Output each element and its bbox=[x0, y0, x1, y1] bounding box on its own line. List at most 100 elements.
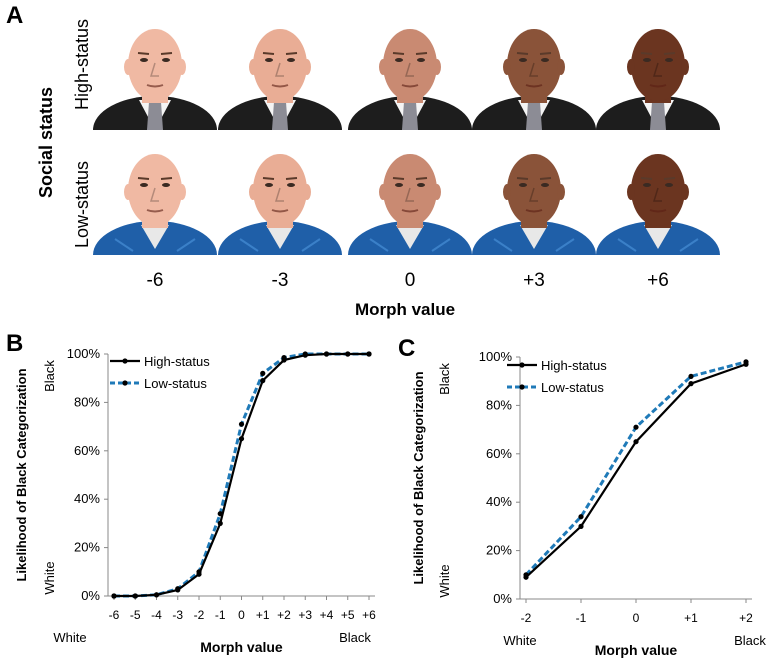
eye bbox=[541, 183, 549, 187]
high-status-data-point bbox=[260, 378, 266, 384]
nose bbox=[528, 187, 538, 202]
eye bbox=[140, 58, 148, 62]
brow bbox=[640, 52, 653, 55]
panel-a-morph-title: Morph value bbox=[354, 300, 456, 319]
ear bbox=[249, 59, 257, 75]
brow bbox=[392, 52, 405, 55]
ear bbox=[557, 59, 565, 75]
y-tick-label: 40% bbox=[486, 494, 512, 509]
ear bbox=[433, 59, 441, 75]
low-status-data-point bbox=[238, 421, 245, 427]
x-tick-label: -1 bbox=[215, 608, 226, 622]
face-stimuli-grid bbox=[93, 29, 720, 255]
ear bbox=[627, 59, 635, 75]
brow bbox=[415, 52, 428, 55]
x-tick-label: -2 bbox=[194, 608, 205, 622]
x-tick-label: +6 bbox=[362, 608, 376, 622]
x-tick-label: -5 bbox=[130, 608, 141, 622]
head bbox=[128, 154, 182, 226]
ear bbox=[681, 59, 689, 75]
y-tick-label: 20% bbox=[486, 543, 512, 558]
high-status-face bbox=[348, 29, 472, 130]
nose bbox=[404, 62, 414, 77]
x-tick-label: -4 bbox=[151, 608, 162, 622]
brow bbox=[285, 52, 298, 55]
y-axis-title: Likelihood of Black Categorization bbox=[14, 368, 29, 581]
eye bbox=[665, 183, 673, 187]
nose bbox=[274, 187, 284, 202]
y-tick-label: 100% bbox=[479, 349, 513, 364]
high-status-data-point bbox=[323, 351, 330, 357]
low-status-data-point bbox=[260, 370, 266, 376]
brow bbox=[137, 52, 150, 55]
brow bbox=[663, 177, 676, 180]
y-end-label-black: Black bbox=[437, 363, 452, 395]
high-status-data-point bbox=[238, 436, 245, 442]
x-axis-title: Morph value bbox=[200, 639, 283, 655]
y-tick-label: 40% bbox=[74, 491, 100, 506]
mouth bbox=[271, 84, 289, 88]
brow bbox=[262, 52, 275, 55]
shirt-fold bbox=[493, 238, 513, 252]
high-status-face bbox=[596, 29, 720, 130]
shirt-fold bbox=[555, 238, 575, 252]
x-tick-label: 0 bbox=[633, 611, 640, 625]
legend-low-status-marker bbox=[519, 384, 525, 390]
brow bbox=[539, 177, 552, 180]
high-status-data-point bbox=[196, 571, 202, 577]
low-status-data-point bbox=[633, 424, 639, 430]
eye bbox=[162, 58, 170, 62]
head bbox=[631, 154, 685, 226]
low-status-data-point bbox=[688, 373, 694, 379]
eye bbox=[417, 58, 425, 62]
high-status-data-point bbox=[633, 439, 639, 445]
x-tick-label: +2 bbox=[739, 611, 753, 625]
x-end-label-black: Black bbox=[734, 633, 766, 648]
nose bbox=[652, 187, 662, 202]
eye bbox=[395, 58, 403, 62]
y-tick-label: 60% bbox=[486, 446, 512, 461]
eye bbox=[162, 183, 170, 187]
tie bbox=[526, 102, 542, 130]
brow bbox=[285, 177, 298, 180]
high-status-face bbox=[218, 29, 342, 130]
mouth bbox=[649, 209, 667, 213]
ear bbox=[303, 184, 311, 200]
x-tick-label: 0 bbox=[238, 608, 245, 622]
eye bbox=[519, 183, 527, 187]
ear bbox=[178, 59, 186, 75]
panel-b-letter: B bbox=[6, 330, 24, 357]
low-status-face bbox=[348, 154, 472, 255]
ear bbox=[627, 184, 635, 200]
tie bbox=[402, 102, 418, 130]
nose bbox=[404, 187, 414, 202]
high-status-face bbox=[93, 29, 217, 130]
y-tick-label: 80% bbox=[74, 394, 100, 409]
shirt-fold bbox=[679, 238, 699, 252]
legend-high-status-label: High-status bbox=[144, 354, 210, 369]
x-tick-label: +1 bbox=[684, 611, 698, 625]
head bbox=[253, 29, 307, 101]
low-status-face bbox=[93, 154, 217, 255]
high-status-data-point bbox=[345, 351, 351, 357]
eye bbox=[140, 183, 148, 187]
y-end-label-black: Black bbox=[42, 360, 57, 392]
eye bbox=[395, 183, 403, 187]
morph-tick-label: -6 bbox=[146, 270, 164, 291]
high-status-data-point bbox=[578, 523, 584, 529]
shirt-fold bbox=[114, 238, 134, 252]
mouth bbox=[525, 209, 543, 213]
head bbox=[507, 29, 561, 101]
nose bbox=[528, 62, 538, 77]
ear bbox=[433, 184, 441, 200]
mouth bbox=[525, 84, 543, 88]
shirt-fold bbox=[617, 238, 637, 252]
mouth bbox=[401, 84, 419, 88]
head bbox=[507, 154, 561, 226]
undershirt bbox=[266, 225, 294, 249]
nose bbox=[652, 62, 662, 77]
x-tick-label: -1 bbox=[576, 611, 587, 625]
head bbox=[383, 29, 437, 101]
x-tick-label: +4 bbox=[320, 608, 334, 622]
high-status-data-point bbox=[523, 574, 529, 580]
